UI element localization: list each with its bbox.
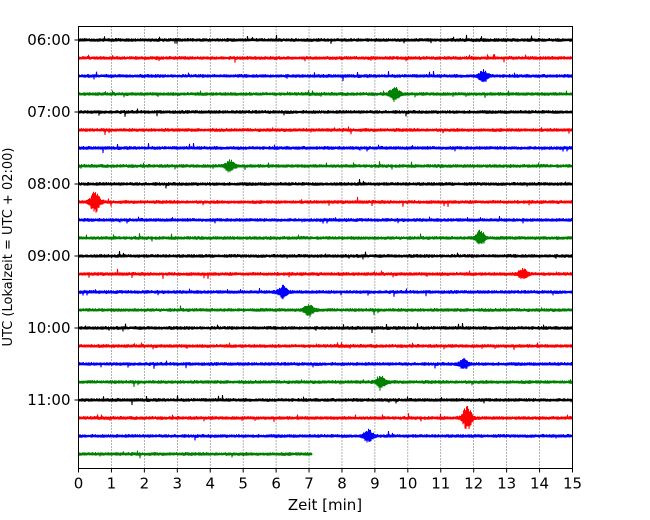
seismic-trace (78, 322, 573, 334)
x-tick-label: 2 (140, 475, 150, 493)
x-tick-label: 8 (337, 475, 347, 493)
seismic-trace (78, 108, 573, 117)
seismic-trace (78, 178, 573, 189)
seismic-trace (78, 284, 573, 300)
seismic-trace (78, 69, 573, 83)
seismic-trace (78, 394, 573, 406)
seismic-trace (78, 268, 573, 280)
x-tick-label: 12 (464, 475, 483, 493)
x-tick-label: 4 (205, 475, 215, 493)
y-tick-label: 10:00 (27, 319, 70, 337)
seismic-trace (78, 250, 573, 260)
x-tick-label: 3 (173, 475, 183, 493)
seismic-trace (78, 191, 573, 213)
x-tick-label: 0 (74, 475, 84, 493)
x-tick-label: 5 (238, 475, 248, 493)
x-tick-label: 1 (107, 475, 117, 493)
y-tick-label: 09:00 (27, 247, 70, 265)
seismic-trace (78, 126, 573, 136)
y-tick-label: 06:00 (27, 31, 70, 49)
seismic-traces (78, 34, 573, 459)
seismic-trace (78, 159, 573, 173)
x-tick-label: 14 (530, 475, 549, 493)
seismic-trace (78, 428, 573, 443)
x-tick-label: 15 (563, 475, 582, 493)
x-tick-label: 9 (370, 475, 380, 493)
seismic-trace (78, 54, 573, 63)
seismic-trace (78, 405, 573, 430)
seismic-trace (78, 229, 573, 245)
y-axis-label: UTC (Lokalzeit = UTC + 02:00) (1, 148, 16, 347)
seismic-trace (78, 358, 573, 370)
x-tick-label: 6 (271, 475, 281, 493)
x-tick-label: 7 (304, 475, 314, 493)
plot-frame (78, 26, 573, 469)
y-axis: 06:00 07:00 08:00 09:00 10:00 11:00 (27, 31, 79, 409)
seismic-trace (78, 142, 573, 154)
seismic-trace (78, 375, 573, 391)
seismic-trace (78, 215, 573, 224)
x-tick-label: 10 (398, 475, 417, 493)
seismic-trace (78, 304, 573, 318)
seismic-trace (78, 34, 573, 44)
y-tick-label: 08:00 (27, 175, 70, 193)
seismic-trace (78, 342, 573, 351)
x-tick-label: 11 (431, 475, 450, 493)
y-tick-label: 07:00 (27, 103, 70, 121)
x-tick-label: 13 (497, 475, 516, 493)
x-axis-label: Zeit [min] (288, 496, 362, 514)
x-axis: 0 1 2 3 4 5 6 7 8 9 10 11 12 13 14 15 (74, 468, 582, 493)
seismic-trace (78, 86, 573, 102)
y-tick-label: 11:00 (27, 391, 70, 409)
seismic-trace (78, 450, 313, 459)
